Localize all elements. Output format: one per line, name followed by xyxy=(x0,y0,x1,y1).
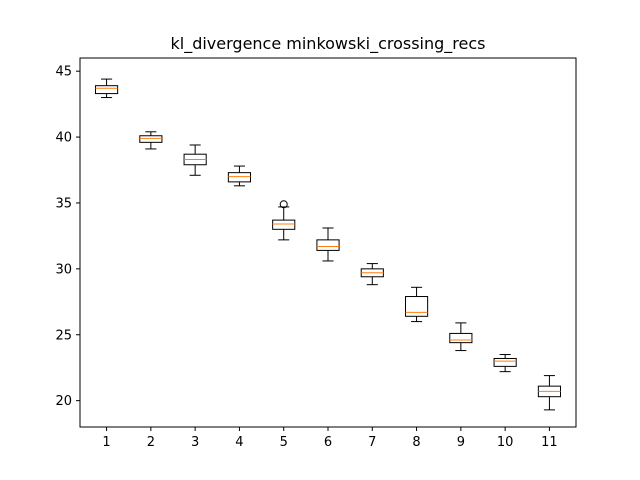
box-body-2 xyxy=(139,135,163,143)
x-tick-label-10: 10 xyxy=(497,435,514,450)
x-tick-label-2: 2 xyxy=(147,435,155,450)
chart-title: kl_divergence minkowski_crossing_recs xyxy=(170,34,485,54)
box-body-1 xyxy=(95,85,119,95)
y-tick-label-20: 20 xyxy=(55,394,72,409)
x-tick-label-3: 3 xyxy=(191,435,199,450)
plot-area xyxy=(95,78,561,411)
box-10 xyxy=(493,354,517,373)
x-tick-label-7: 7 xyxy=(368,435,376,450)
box-body-6 xyxy=(316,239,340,251)
y-tick-label-25: 25 xyxy=(55,328,72,343)
y-axis: 20 25 30 35 40 45 xyxy=(55,65,80,409)
box-3 xyxy=(183,144,207,176)
axes-frame xyxy=(79,57,577,428)
x-tick-label-11: 11 xyxy=(541,435,558,450)
box-8 xyxy=(405,286,429,323)
x-tick-label-5: 5 xyxy=(280,435,288,450)
y-tick-label-40: 40 xyxy=(55,131,72,146)
y-tick-label-45: 45 xyxy=(55,65,72,80)
box-9 xyxy=(449,322,473,352)
x-tick-label-1: 1 xyxy=(102,435,110,450)
box-6 xyxy=(316,227,340,262)
box-4 xyxy=(227,165,252,187)
x-tick-label-9: 9 xyxy=(457,435,465,450)
y-tick-label-30: 30 xyxy=(55,262,72,277)
box-5 xyxy=(272,200,296,241)
box-2 xyxy=(139,131,163,150)
box-body-10 xyxy=(493,357,517,367)
box-body-4 xyxy=(227,172,252,183)
box-1 xyxy=(95,78,119,99)
x-axis: 1 2 3 4 5 6 7 8 9 10 11 xyxy=(102,427,558,450)
x-tick-label-6: 6 xyxy=(324,435,332,450)
y-tick-label-35: 35 xyxy=(55,196,72,211)
outlier-5-0 xyxy=(279,200,288,209)
box-body-8 xyxy=(405,296,429,317)
x-tick-label-8: 8 xyxy=(412,435,420,450)
box-body-9 xyxy=(449,332,473,344)
box-11 xyxy=(537,375,561,411)
box-7 xyxy=(360,263,384,286)
x-tick-label-4: 4 xyxy=(235,435,243,450)
box-body-5 xyxy=(272,219,296,230)
